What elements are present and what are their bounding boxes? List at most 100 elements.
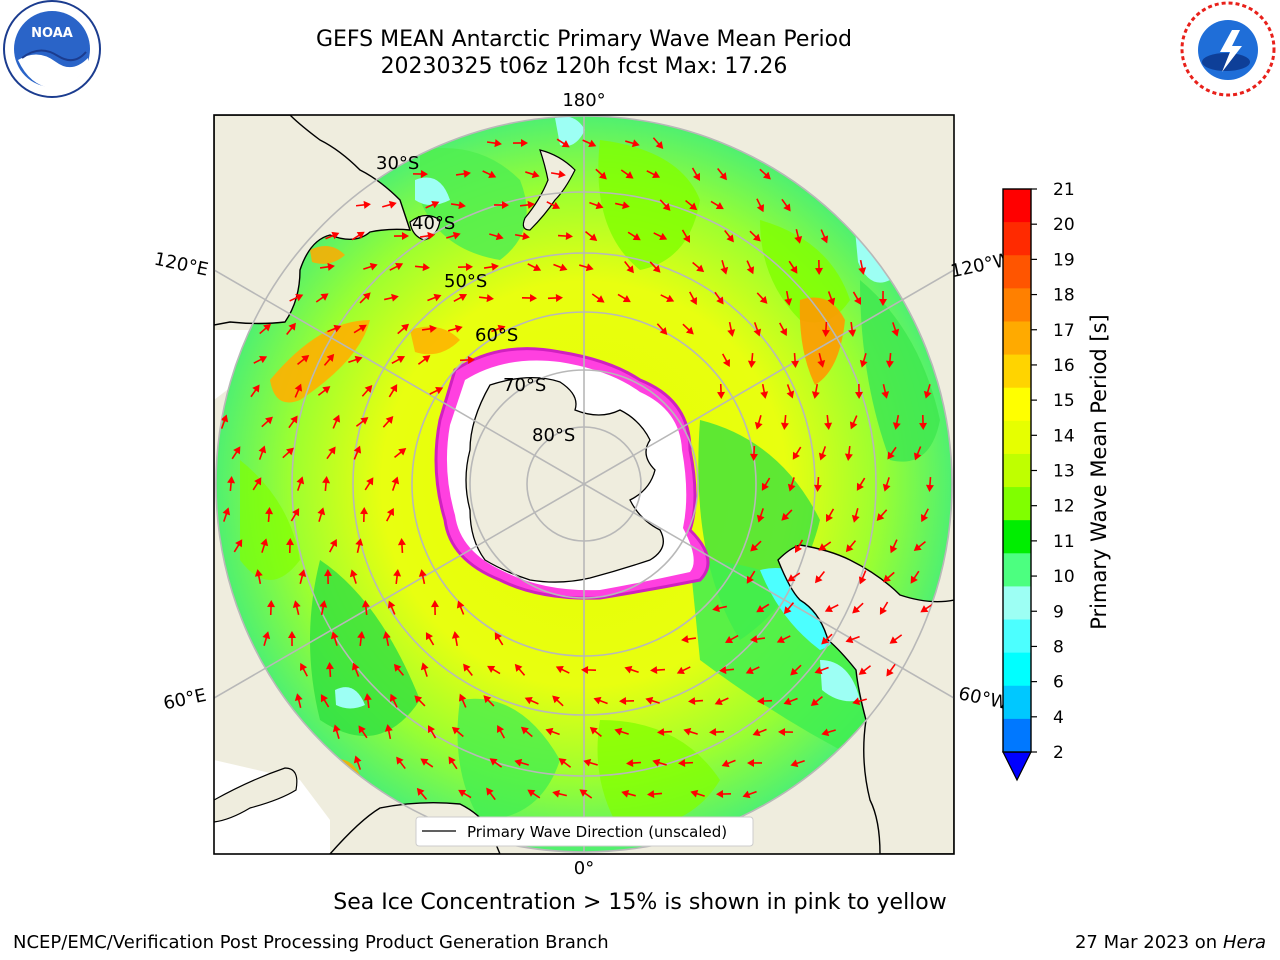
- wave-direction-arrow: [727, 321, 736, 337]
- wave-direction-arrow: [624, 260, 634, 274]
- wave-direction-arrow: [383, 293, 399, 302]
- wave-direction-arrow: [920, 603, 934, 613]
- wave-direction-arrow: [776, 635, 791, 644]
- wave-direction-arrow: [852, 291, 862, 305]
- wave-direction-arrow: [493, 201, 509, 210]
- nws-logo: [1180, 1, 1276, 97]
- wave-direction-arrow: [527, 789, 541, 799]
- wave-direction-arrow: [231, 446, 241, 460]
- wave-direction-arrow: [817, 353, 826, 368]
- colorbar-cell: [1003, 619, 1031, 654]
- wave-direction-arrow: [660, 294, 675, 303]
- wave-direction-arrow: [552, 789, 567, 798]
- wave-direction-arrow: [328, 538, 337, 553]
- colorbar-tick-label: 10: [1053, 567, 1075, 587]
- wave-direction-arrow: [849, 415, 858, 430]
- wave-direction-arrow: [482, 170, 497, 179]
- map-border: [213, 114, 955, 855]
- wave-direction-arrow: [397, 323, 410, 335]
- wave-direction-arrow: [627, 231, 641, 241]
- antarctica-land: [465, 377, 664, 583]
- new-zealand-land: [522, 149, 576, 231]
- wave-direction-arrow: [855, 383, 864, 399]
- colorbar-tick-label: 17: [1053, 321, 1075, 341]
- wave-direction-arrow: [414, 695, 426, 707]
- wave-direction-arrow: [845, 540, 857, 553]
- wave-direction-arrow: [811, 383, 820, 399]
- wave-direction-arrow: [614, 727, 629, 736]
- wave-direction-arrow: [391, 476, 400, 491]
- wave-direction-arrow: [353, 324, 367, 334]
- wave-direction-arrow: [714, 697, 729, 706]
- wave-direction-arrow: [844, 445, 853, 461]
- wave-direction-arrow: [716, 790, 732, 799]
- wave-direction-arrow: [361, 600, 370, 616]
- legend-label: Primary Wave Direction (unscaled): [467, 823, 727, 841]
- wave-direction-arrow: [619, 697, 635, 706]
- wave-direction-arrow: [521, 294, 537, 303]
- wave-direction-arrow: [527, 263, 542, 272]
- colorbar: 21 20 19 18 17 16 15 14 13 12 11 10 9 8 6 4 2 Primary Wa…: [1002, 180, 1111, 782]
- wave-direction-arrow: [494, 632, 504, 646]
- wave-direction-arrow: [589, 726, 602, 738]
- wave-direction-arrow: [579, 789, 593, 799]
- wave-direction-arrow: [254, 569, 263, 585]
- sea-ice-caption: Sea Ice Concentration > 15% is shown in …: [333, 890, 947, 915]
- colorbar-cell: [1003, 321, 1031, 356]
- wave-direction-arrow: [355, 538, 364, 554]
- wave-direction-arrow: [615, 201, 630, 210]
- wave-direction-arrow: [497, 724, 506, 739]
- wave-direction-arrow: [414, 263, 430, 272]
- wave-direction-arrow: [459, 355, 475, 364]
- wave-direction-arrow: [818, 446, 827, 461]
- wave-direction-arrow: [363, 262, 378, 271]
- wave-direction-arrow: [394, 448, 407, 458]
- colorbar-tick-label: 15: [1053, 391, 1075, 411]
- wave-direction-arrow: [885, 352, 894, 368]
- wave-direction-arrow: [385, 507, 394, 522]
- wave-direction-arrow: [393, 569, 402, 585]
- wave-direction-arrow: [790, 759, 805, 768]
- wave-direction-arrow: [656, 323, 668, 335]
- wave-direction-arrow: [781, 509, 793, 521]
- wave-direction-arrow: [420, 758, 434, 768]
- wave-direction-arrow: [290, 508, 300, 522]
- wave-direction-arrow: [451, 726, 464, 738]
- wave-direction-arrow: [845, 635, 860, 644]
- wave-direction-arrow: [754, 415, 763, 430]
- wave-direction-arrow: [427, 725, 437, 739]
- lon-label-60w: 60°W: [957, 683, 1010, 714]
- wave-direction-arrow: [483, 695, 495, 707]
- colorbar-cell: [1003, 222, 1031, 256]
- wave-direction-arrow: [919, 414, 928, 430]
- wave-direction-arrow: [463, 663, 473, 677]
- wave-direction-arrow: [332, 724, 341, 739]
- colorbar-cell: [1003, 387, 1031, 422]
- wave-direction-arrow: [326, 446, 336, 460]
- wave-direction-arrow: [265, 507, 274, 523]
- australia-land: [214, 115, 412, 326]
- wave-direction-arrow: [317, 386, 331, 396]
- colorbar-cell: [1003, 520, 1031, 554]
- wave-direction-arrow: [360, 507, 369, 523]
- wave-direction-arrow: [859, 353, 868, 368]
- wave-direction-arrow: [393, 663, 405, 676]
- wave-direction-arrow: [384, 724, 393, 740]
- wave-direction-arrow: [417, 355, 431, 365]
- lat-label-80s: 80°S: [532, 425, 575, 446]
- wave-direction-arrow: [593, 696, 608, 705]
- wave-direction-arrow: [889, 634, 903, 644]
- wave-direction-arrow: [393, 231, 409, 240]
- wave-direction-arrow: [358, 725, 368, 739]
- wave-direction-arrow: [289, 293, 304, 302]
- wave-direction-arrow: [814, 571, 826, 584]
- colorbar-cell: [1003, 553, 1031, 587]
- wave-direction-arrow: [724, 229, 734, 243]
- wave-direction-arrow: [589, 201, 604, 210]
- wave-direction-arrow: [821, 728, 836, 737]
- wave-direction-arrow: [653, 232, 668, 241]
- wave-direction-arrow: [725, 634, 739, 643]
- colorbar-tick-label: 8: [1053, 637, 1064, 657]
- wave-direction-arrow: [688, 697, 704, 706]
- wave-direction-arrow: [292, 600, 301, 615]
